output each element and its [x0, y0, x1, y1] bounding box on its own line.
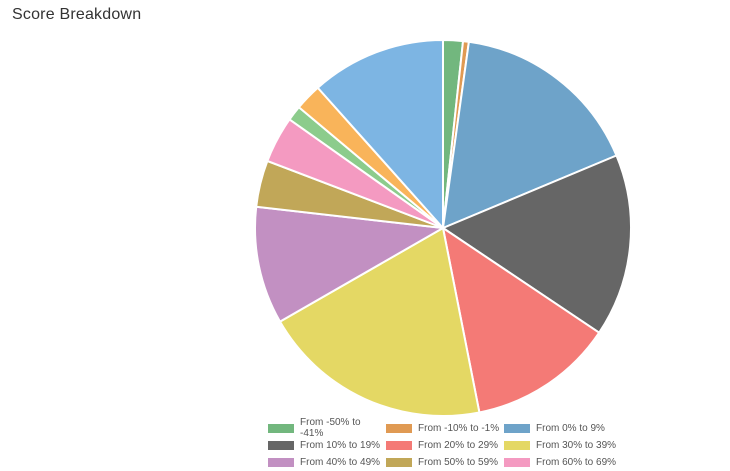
legend-swatch — [504, 457, 530, 467]
legend-swatch — [504, 423, 530, 433]
legend-label: From -50% to -41% — [300, 417, 361, 439]
legend-label: From 40% to 49% — [300, 456, 381, 468]
chart-legend: From -50% to -41% From -10% to -1% From 0%… — [268, 417, 648, 470]
legend-item[interactable]: From -50% to -41% — [268, 417, 386, 439]
page-title: Score Breakdown — [12, 6, 142, 23]
legend-item[interactable]: From 60% to 69% — [504, 454, 622, 470]
legend-label: From -10% to -1% — [418, 422, 500, 434]
pie-slice[interactable] — [441, 40, 618, 230]
pie-slice[interactable] — [278, 226, 481, 417]
legend-swatch — [386, 457, 412, 467]
legend-label: From 0% to 9% — [536, 422, 605, 434]
pie-slice[interactable] — [441, 225, 601, 414]
legend-label: From 30% to 39% — [536, 439, 617, 451]
legend-swatch — [268, 440, 294, 450]
legend-item[interactable]: From 0% to 9% — [504, 420, 622, 436]
legend-item[interactable]: From 50% to 59% — [386, 454, 504, 470]
legend-item[interactable]: From -10% to -1% — [386, 420, 504, 436]
legend-label: From 50% to 59% — [418, 456, 499, 468]
legend-item[interactable]: From 20% to 29% — [386, 437, 504, 453]
legend-swatch — [386, 440, 412, 450]
legend-label: From 10% to 19% — [300, 439, 381, 451]
legend-swatch — [386, 423, 412, 433]
legend-item[interactable]: From 40% to 49% — [268, 454, 386, 470]
legend-item[interactable]: From 10% to 19% — [268, 437, 386, 453]
legend-swatch — [268, 457, 294, 467]
legend-item[interactable]: From 30% to 39% — [504, 437, 622, 453]
legend-label: From 20% to 29% — [418, 439, 499, 451]
pie-slice[interactable] — [440, 154, 632, 335]
legend-swatch — [268, 423, 294, 433]
legend-swatch — [504, 440, 530, 450]
legend-label: From 60% to 69% — [536, 456, 617, 468]
pie-slice[interactable] — [254, 205, 447, 324]
pie-slice[interactable] — [316, 38, 444, 231]
